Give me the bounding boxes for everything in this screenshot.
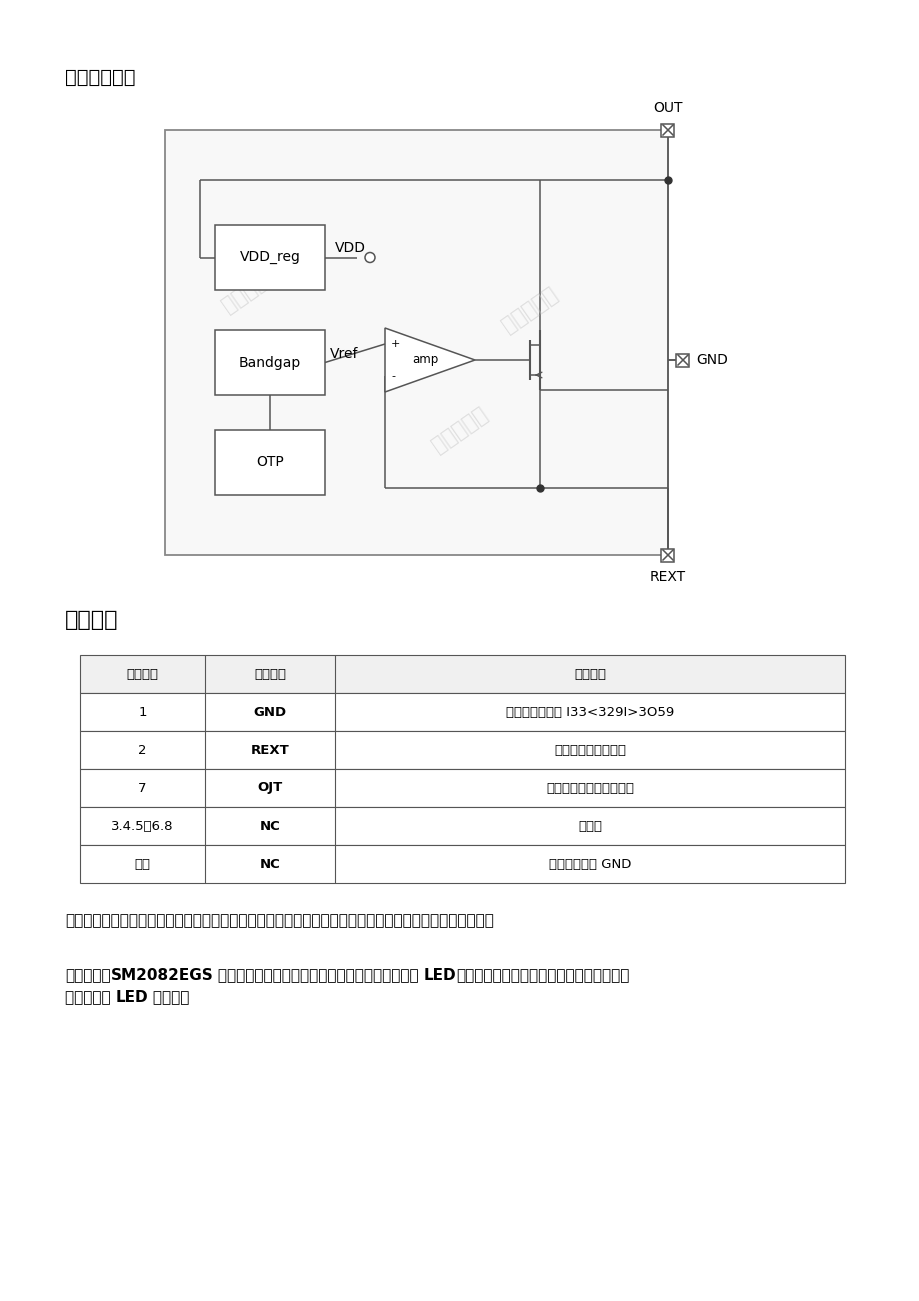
Text: 输出电流值设置戕口: 输出电流值设置戕口 — [553, 743, 625, 756]
Text: 村底: 村底 — [134, 857, 151, 870]
Text: 最后，这款芯片还具有过温调节功能，这意味着它能够在温度过高时自动调节电流，防止因为过热而损坏。: 最后，这款芯片还具有过温调节功能，这意味着它能够在温度过高时自动调节电流，防止因… — [65, 913, 494, 928]
Text: GND: GND — [696, 353, 727, 367]
Text: 3.4.5、6.8: 3.4.5、6.8 — [111, 820, 174, 833]
Text: 7: 7 — [138, 782, 147, 795]
Text: 应用时村底接 GND: 应用时村底接 GND — [549, 857, 630, 870]
Text: 管脚说明: 管脚说明 — [65, 610, 119, 630]
Bar — [80, 769, 844, 807]
Bar — [80, 731, 844, 769]
Text: SM2082EGS: SM2082EGS — [110, 968, 213, 984]
Text: NC: NC — [259, 857, 280, 870]
Text: 稳定亮度的: 稳定亮度的 — [65, 990, 116, 1004]
Text: VDD_reg: VDD_reg — [239, 251, 301, 264]
Bar — [215, 225, 324, 290]
Bar — [215, 330, 324, 396]
Text: Bandgap: Bandgap — [239, 355, 301, 369]
Text: amp: amp — [412, 354, 437, 367]
Text: 灯具中。: 灯具中。 — [148, 990, 189, 1004]
Text: 控制芯片，非常适合用于各种需要高亮度和: 控制芯片，非常适合用于各种需要高亮度和 — [456, 968, 630, 984]
Text: 是一款性能优秀、结构简单、可靠性强、成本低的: 是一款性能优秀、结构简单、可靠性强、成本低的 — [213, 968, 424, 984]
Text: Vref: Vref — [330, 346, 358, 360]
Text: 电源输入与恒流输出端口: 电源输入与恒流输出端口 — [545, 782, 633, 795]
Text: GND: GND — [253, 705, 286, 718]
Text: REXT: REXT — [649, 570, 686, 584]
Bar — [80, 846, 844, 883]
Text: 1: 1 — [138, 705, 147, 718]
Text: OUT: OUT — [652, 101, 682, 114]
Text: 芯片地技术支持 I33<329I>3O59: 芯片地技术支持 I33<329I>3O59 — [505, 705, 674, 718]
Circle shape — [365, 252, 375, 263]
Text: 管脚名称: 管脚名称 — [254, 667, 286, 680]
Text: 管脚说明: 管脚说明 — [573, 667, 606, 680]
Text: LED: LED — [424, 968, 456, 984]
Text: 内部功能框图: 内部功能框图 — [65, 68, 135, 87]
Bar — [80, 654, 844, 693]
Bar — [675, 354, 688, 367]
Bar — [215, 431, 324, 494]
Text: -: - — [391, 371, 394, 381]
Text: 管脚序号: 管脚序号 — [127, 667, 158, 680]
Text: NC: NC — [259, 820, 280, 833]
Bar — [80, 807, 844, 846]
Text: REXT: REXT — [250, 743, 289, 756]
Bar — [165, 130, 667, 556]
Bar — [661, 124, 674, 137]
Text: +: + — [391, 340, 400, 349]
Text: 钰铭科电子: 钰铭科电子 — [428, 403, 491, 457]
Bar — [661, 549, 674, 562]
Text: 钰铭科电子: 钰铭科电子 — [219, 264, 281, 316]
Polygon shape — [384, 328, 474, 392]
Text: 悬空脚: 悬空脚 — [577, 820, 601, 833]
Text: LED: LED — [116, 990, 148, 1004]
Text: 钰铭科电子: 钰铭科电子 — [498, 284, 561, 336]
Text: VDD: VDD — [335, 242, 366, 255]
Text: 总的来说，: 总的来说， — [65, 968, 110, 984]
Bar — [80, 693, 844, 731]
Text: 2: 2 — [138, 743, 147, 756]
Text: OTP: OTP — [255, 455, 284, 470]
Text: OJT: OJT — [257, 782, 282, 795]
